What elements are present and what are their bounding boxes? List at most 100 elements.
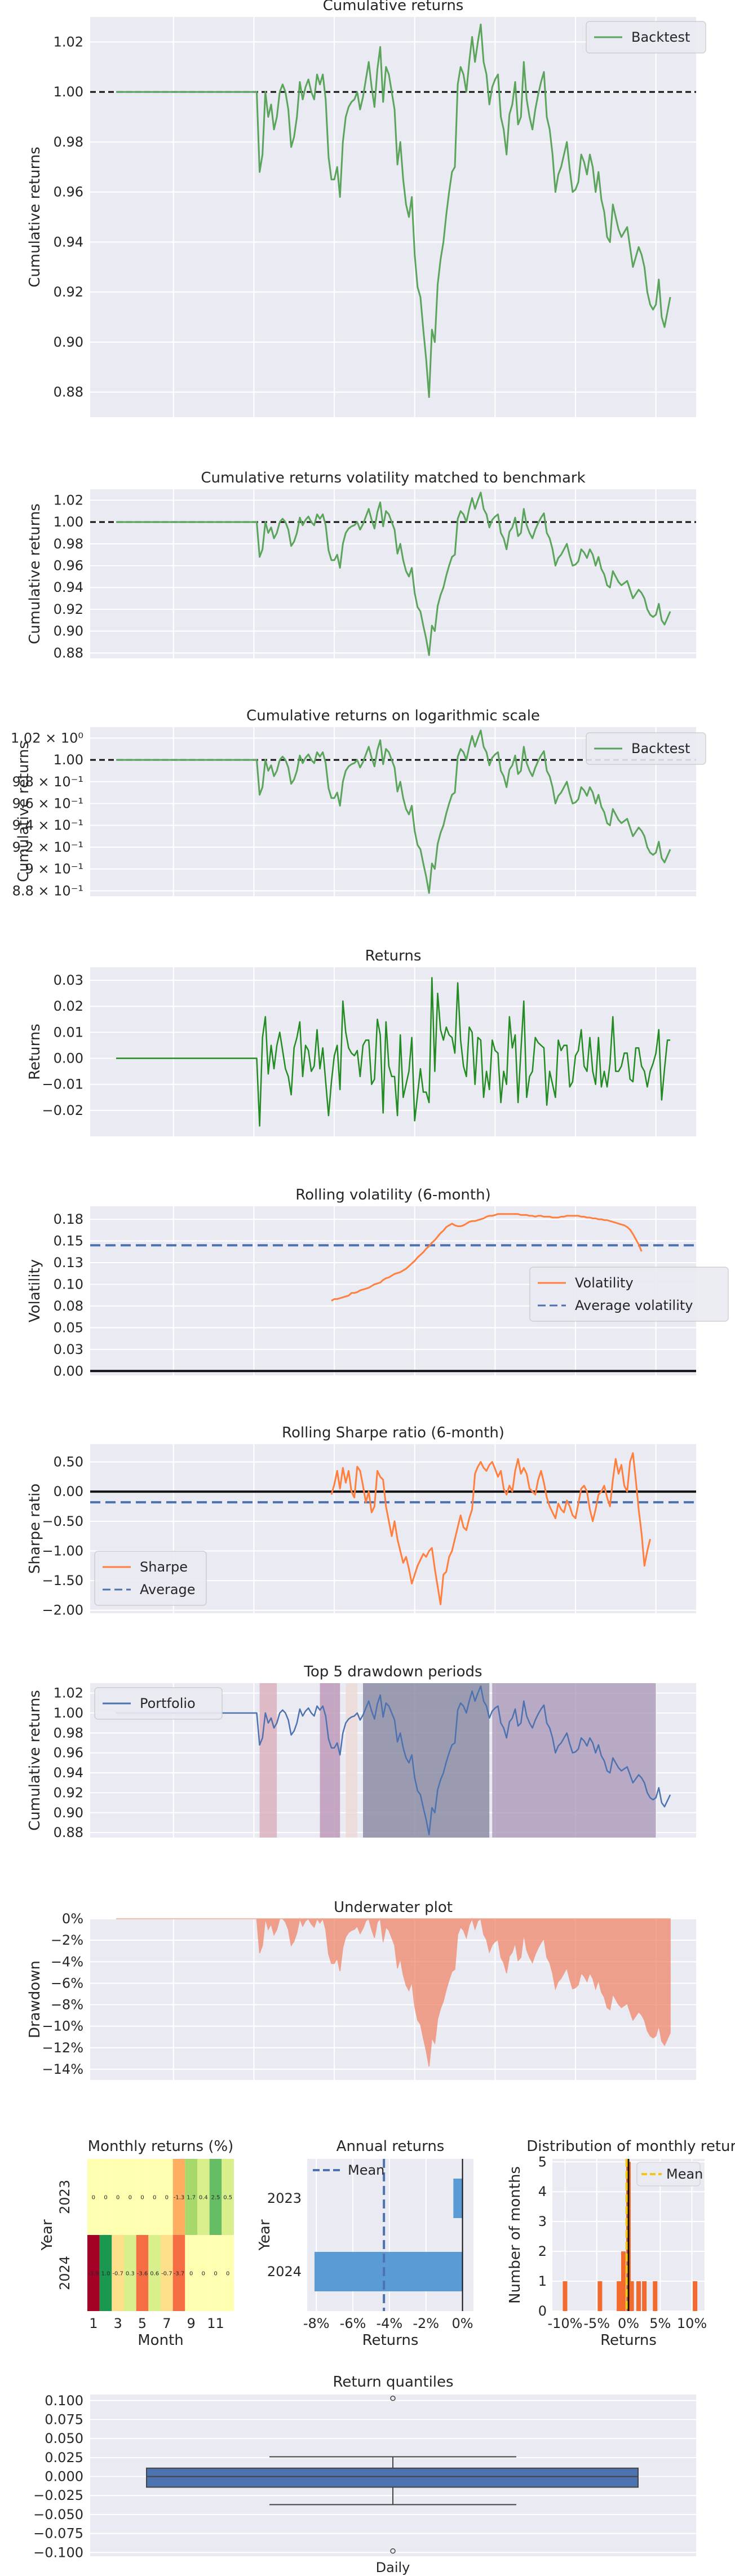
y-tick-label: 0.13	[54, 1255, 83, 1271]
y-tick-label: 0.00	[54, 1484, 83, 1499]
y-tick-label: −14%	[42, 2061, 83, 2077]
chart-panel-0: 0.88 0.90 0.92 0.94 0.96 0.98 1.00 1.02 Cumulati…	[26, 0, 706, 417]
plot-area	[90, 489, 696, 658]
legend-label: Sharpe	[140, 1559, 188, 1575]
y-tick-label: 0.18	[54, 1211, 83, 1227]
drawdown-span	[363, 1683, 490, 1838]
y-tick-label: 0.94	[54, 1765, 83, 1781]
y-tick-label: 0.000	[45, 2469, 83, 2485]
y-tick-label: 0.90	[54, 623, 83, 639]
y-tick-label: 0.98	[54, 1725, 83, 1741]
y-tick-label: 1.00	[54, 1705, 83, 1721]
y-tick-label: 0.98	[54, 134, 83, 150]
chart-title: Top 5 drawdown periods	[303, 1663, 482, 1680]
chart-panel-1: 0.88 0.90 0.92 0.94 0.96 0.98 1.00 1.02 Cumulati…	[26, 470, 696, 661]
x-tick-label: 3	[114, 2316, 122, 2331]
y-tick-label: 0.94	[54, 579, 83, 595]
heatmap-cell	[172, 2159, 185, 2235]
y-tick-label: 0.08	[54, 1298, 83, 1314]
heatmap-cell-label: 0	[129, 2195, 132, 2201]
y-tick-label: 9.6 × 10⁻¹	[12, 795, 83, 811]
y-tick-label: 0.96	[54, 1745, 83, 1761]
legend-box	[529, 1267, 729, 1322]
heatmap-cell-label: 0.4	[199, 2195, 208, 2201]
y-axis-label: Year	[39, 2219, 56, 2251]
series-volatility	[331, 1213, 643, 1302]
y-tick-label: 2023	[267, 2190, 302, 2206]
y-tick-label: 0.88	[54, 1825, 83, 1840]
y-tick-label: 0.96	[54, 184, 83, 200]
y-tick-label: 0.90	[54, 1805, 83, 1821]
chart-panel-5: −2.00 −1.50 −1.00 −0.50 0.00 0.50 Rolling Shar…	[26, 1424, 696, 1618]
y-tick-label: 0.01	[54, 1024, 83, 1040]
heatmap-cell	[222, 2235, 234, 2311]
heatmap-cell-label: 0	[116, 2195, 119, 2201]
return-quantiles-chart: −0.100 −0.075 −0.050 −0.025 0.000 0.025 0.050 0…	[33, 2374, 696, 2575]
drawdown-span	[492, 1683, 656, 1838]
box	[146, 2467, 639, 2488]
y-tick-label: 0.88	[54, 645, 83, 661]
y-tick-label: −1.00	[42, 1543, 83, 1559]
heatmap-cell-label: 0.5	[223, 2195, 232, 2201]
heatmap-cell	[124, 2159, 136, 2235]
y-axis-label: Volatility	[26, 1259, 43, 1322]
heatmap-cell	[222, 2159, 234, 2235]
y-axis-label: Year	[256, 2219, 273, 2251]
y-tick-label: 2023	[57, 2180, 73, 2214]
legend-label: Mean	[666, 2166, 703, 2182]
histogram-bar	[629, 2281, 634, 2311]
y-tick-label: −1.50	[42, 1573, 83, 1588]
y-tick-label: 5	[538, 2154, 547, 2170]
outlier-point	[390, 2395, 396, 2401]
legend-box	[586, 732, 706, 765]
heatmap-cell	[136, 2159, 149, 2235]
y-tick-label: −2%	[51, 1932, 83, 1948]
heatmap-cell	[87, 2235, 100, 2311]
y-tick-label: 1.00	[54, 84, 83, 100]
y-tick-label: 0.50	[54, 1454, 83, 1470]
x-tick-label: 1	[89, 2316, 98, 2331]
chart-title: Annual returns	[336, 2138, 445, 2155]
legend-label: Average	[140, 1582, 196, 1597]
annual-bar	[314, 2252, 463, 2291]
y-tick-label: −0.01	[42, 1077, 83, 1092]
x-axis-label: Returns	[600, 2332, 657, 2349]
y-tick-label: 1.02	[54, 34, 83, 50]
y-tick-label: −0.100	[33, 2544, 83, 2560]
heatmap-cell	[209, 2235, 222, 2311]
y-tick-label: 1.02	[54, 492, 83, 508]
histogram-bar	[693, 2281, 698, 2311]
heatmap-cell-label: 0	[189, 2271, 193, 2277]
x-tick-label: -8%	[303, 2316, 330, 2331]
chart-panel-3: −0.02 −0.01 0.00 0.01 0.02 0.03 Returns Returns	[26, 948, 696, 1136]
y-tick-label: 0.075	[45, 2411, 83, 2427]
histogram-bar	[653, 2281, 658, 2311]
y-tick-label: 0.10	[54, 1276, 83, 1292]
x-tick-label: Daily	[376, 2560, 410, 2575]
heatmap-cell	[99, 2235, 112, 2311]
y-tick-label: 0.92	[54, 601, 83, 617]
legend-label: Backtest	[631, 29, 690, 45]
heatmap-cell	[148, 2159, 161, 2235]
heatmap-cell	[148, 2235, 161, 2311]
heatmap-cell-label: 0	[153, 2195, 156, 2201]
y-tick-label: −8%	[51, 1997, 83, 2013]
y-tick-label: 1.02 × 10⁰	[11, 730, 83, 746]
plot-area	[90, 17, 696, 417]
drawdown-span	[346, 1683, 357, 1838]
heatmap-cell-label: -0.7	[112, 2271, 123, 2277]
histogram-bar	[563, 2281, 568, 2311]
y-tick-label: −12%	[42, 2040, 83, 2056]
chart-panel-2: 8.8 × 10⁻¹ 9 × 10⁻¹ 9.2 × 10⁻¹ 9.4 × 10⁻¹ 9.…	[11, 707, 706, 898]
y-tick-label: −2.00	[42, 1603, 83, 1618]
y-tick-label: 2024	[267, 2264, 302, 2280]
chart-title: Rolling Sharpe ratio (6-month)	[282, 1424, 504, 1441]
x-axis-label: Month	[138, 2332, 184, 2349]
histogram-bar	[642, 2281, 647, 2311]
chart-title: Underwater plot	[334, 1899, 453, 1916]
y-tick-label: 0.050	[45, 2431, 83, 2446]
y-tick-label: 2	[538, 2243, 547, 2259]
x-tick-label: -2%	[413, 2316, 439, 2331]
series-backtest	[116, 729, 671, 894]
